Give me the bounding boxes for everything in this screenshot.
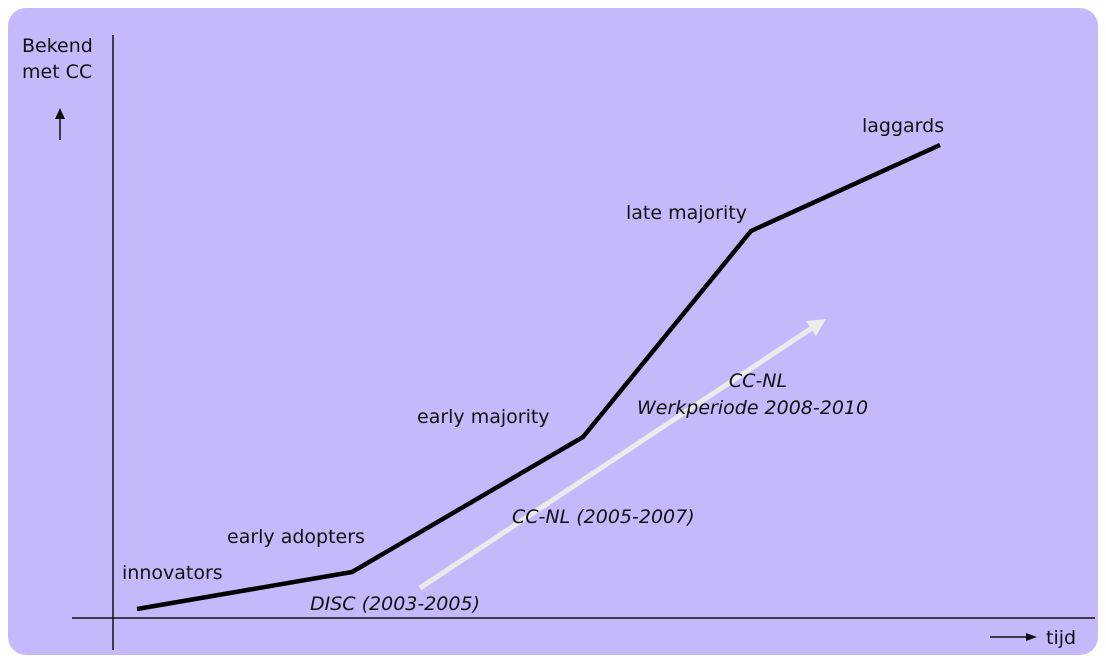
stage-label: early majority xyxy=(417,406,550,428)
x-arrow xyxy=(990,633,1037,641)
period-label: CC-NL xyxy=(729,370,787,392)
period-label: DISC (2003-2005) xyxy=(310,593,480,615)
stage-label: late majority xyxy=(626,202,747,224)
period-label: CC-NL (2005-2007) xyxy=(512,506,695,528)
period-label: Werkperiode 2008-2010 xyxy=(637,397,868,419)
background xyxy=(8,8,1098,655)
y-label: met CC xyxy=(22,61,92,83)
y-arrow xyxy=(55,108,65,140)
stage-label: laggards xyxy=(862,115,944,137)
adoption-curve xyxy=(136,142,941,612)
stage-label: innovators xyxy=(122,562,223,584)
x-label: tijd xyxy=(1046,627,1076,649)
stage-label: early adopters xyxy=(227,526,365,548)
period-arrow xyxy=(418,319,826,591)
y-label: Bekend xyxy=(22,35,93,57)
